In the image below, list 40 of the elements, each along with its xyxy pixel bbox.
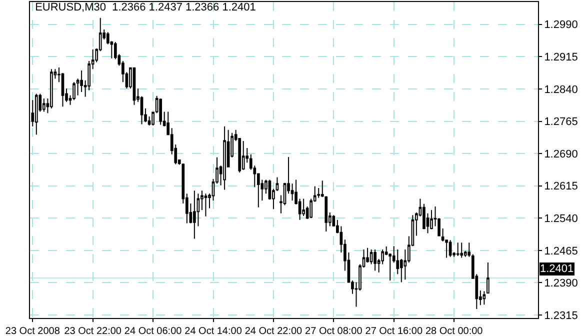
chart-title: EURUSD,M30 1.2366 1.2437 1.2366 1.2401 <box>35 2 256 14</box>
ref-line-label: 1.2401 <box>540 263 574 275</box>
x-tick-label: 23 Oct 2008 <box>5 326 60 336</box>
candlestick <box>482 290 486 306</box>
candlestick <box>448 240 452 258</box>
candlestick <box>204 193 208 217</box>
y-tick-label: 1.2465 <box>544 245 578 258</box>
candlestick <box>159 98 162 126</box>
y-tick-label: 1.2540 <box>544 212 578 225</box>
candlestick <box>486 262 490 294</box>
y-tick-label: 1.2615 <box>544 180 578 193</box>
candlestick <box>72 82 76 101</box>
y-tick-label: 1.2840 <box>544 84 578 96</box>
candlestick <box>374 249 376 272</box>
candlestick <box>302 198 305 216</box>
y-tick-label: 1.2990 <box>544 19 578 32</box>
candlestick <box>34 93 38 136</box>
candlestick <box>193 190 196 240</box>
x-tick-label: 24 Oct 22:00 <box>244 326 303 336</box>
y-tick-label: 1.2690 <box>544 148 578 160</box>
x-tick-label: 28 Oct 00:00 <box>425 326 484 336</box>
y-tick-label: 1.2765 <box>544 116 578 128</box>
candlestick <box>422 203 426 230</box>
candlestick <box>430 209 433 230</box>
candlestick <box>50 68 53 109</box>
x-tick-label: 24 Oct 06:00 <box>124 326 182 336</box>
y-tick-label: 1.2390 <box>544 278 578 290</box>
candlestick <box>242 140 245 170</box>
candlestick <box>223 126 226 190</box>
y-tick-label: 1.2915 <box>544 52 578 64</box>
candlestick <box>456 242 460 257</box>
candlestick <box>42 98 46 112</box>
y-tick-label: 1.2315 <box>544 310 578 322</box>
x-tick-label: 27 Oct 08:00 <box>305 326 363 336</box>
x-tick-label: 23 Oct 22:00 <box>64 326 122 336</box>
candlestick <box>460 242 464 258</box>
candlestick <box>468 242 471 258</box>
candlestick <box>80 70 83 92</box>
x-tick-label: 27 Oct 16:00 <box>365 326 423 336</box>
x-tick-label: 24 Oct 14:00 <box>184 326 242 336</box>
